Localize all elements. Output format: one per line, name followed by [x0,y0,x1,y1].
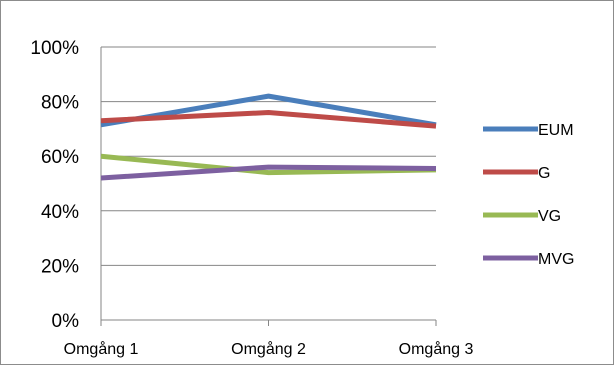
x-tick-label: Omgång 3 [399,340,474,358]
y-tick-label: 80% [41,93,79,114]
legend-label: G [538,165,550,182]
x-tick-label: Omgång 2 [231,340,306,358]
y-tick-label: 20% [41,256,79,277]
legend-label: MVG [538,251,574,268]
x-tick-label: Omgång 1 [64,340,139,358]
y-tick-label: 40% [41,202,79,223]
y-tick-label: 60% [41,147,79,168]
y-tick-label: 0% [52,311,80,332]
legend-label: VG [538,208,561,225]
legend-label: EUM [538,122,574,139]
y-tick-label: 100% [30,38,79,59]
